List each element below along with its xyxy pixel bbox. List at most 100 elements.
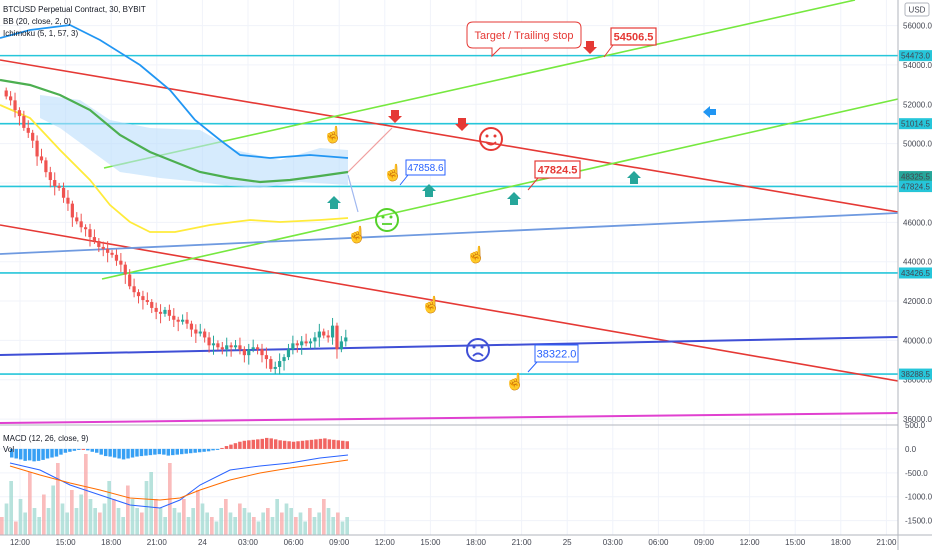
time-axis[interactable]: 12:00 15:00 18:00 21:00 24 03:00 06:00 09:00 12:… <box>10 538 897 547</box>
candle <box>198 323 202 337</box>
candle-body <box>313 337 317 342</box>
macd-histogram-bar <box>63 448 68 453</box>
macd-histogram-bar <box>23 448 27 461</box>
ichimoku-cloud <box>0 24 349 233</box>
vol-label[interactable]: Vol <box>3 445 14 454</box>
macd-histogram-bar <box>251 439 256 449</box>
candle <box>13 92 17 118</box>
macd-histogram-bar <box>18 448 23 460</box>
candle <box>66 190 70 211</box>
symbol-title[interactable]: BTCUSD Perpetual Contract, 30, BYBIT <box>3 5 146 14</box>
currency-button[interactable] <box>904 2 930 17</box>
candle-body <box>181 319 185 322</box>
candle <box>207 332 211 353</box>
candle <box>154 302 158 320</box>
target-callout[interactable]: Target / Trailing stop <box>466 21 582 58</box>
candle-body <box>264 355 269 360</box>
candle-body <box>211 343 216 346</box>
up-arrow-icon <box>627 171 641 184</box>
mid-price: 47858.6 <box>407 163 444 174</box>
volume-bar <box>205 512 209 535</box>
volume-bar <box>270 517 275 535</box>
volume-bar <box>135 508 139 535</box>
candle-body <box>13 100 17 111</box>
candle-body <box>339 341 343 350</box>
macd-histogram-bar <box>193 448 197 453</box>
candle-body <box>269 359 273 369</box>
candlestick-series <box>4 87 348 375</box>
candle-body <box>330 325 335 338</box>
candle <box>211 335 216 355</box>
candle <box>31 129 35 148</box>
mid-price-callout[interactable]: 47858.6 <box>399 159 446 186</box>
macd-histogram-bar <box>314 439 318 449</box>
candle-body <box>198 331 202 334</box>
low-price-callout[interactable]: 38322.0 <box>527 344 579 373</box>
macd-histogram-bar <box>162 448 166 455</box>
candle-body <box>75 217 79 222</box>
candle-body <box>220 347 224 350</box>
hand-pointer-icon: ☝ <box>347 225 367 244</box>
macd-histogram-bar <box>139 448 144 457</box>
candle <box>282 354 286 371</box>
left-arrow-icon <box>703 106 716 118</box>
macd-histogram-bar <box>99 448 103 455</box>
macd-histogram-bar <box>242 440 247 449</box>
volume-bar <box>280 512 284 535</box>
candle <box>17 107 22 126</box>
candle-body <box>344 337 348 342</box>
volume-bar <box>107 481 111 535</box>
macd-histogram-bar <box>197 448 202 453</box>
volume-bar <box>32 508 37 535</box>
volume-bar <box>140 512 144 535</box>
volume-bar <box>18 499 23 535</box>
macd-histogram-bar <box>291 441 296 449</box>
candle <box>304 333 308 347</box>
candle-body <box>225 345 229 350</box>
macd-histogram-bar <box>112 448 117 458</box>
candle-body <box>260 349 264 356</box>
macd-histogram-bar <box>153 448 157 455</box>
time-tick-label: 21:00 <box>147 538 168 547</box>
price-tick-label: 56000.0 <box>903 22 932 31</box>
candle-body <box>101 246 105 249</box>
candle-body <box>317 331 321 338</box>
candle-body <box>278 361 282 367</box>
price-level-tags: 54473.051014.548325.504:0547824.543426.5… <box>899 50 932 380</box>
candle-body <box>163 309 167 314</box>
volume-bar <box>79 494 83 535</box>
macd-line <box>9 454 349 509</box>
macd-histogram-bar <box>103 448 108 457</box>
price-level-tag: 38288.5 <box>899 368 932 380</box>
macd-histogram-bar <box>45 448 50 459</box>
bollinger-basis <box>0 78 349 184</box>
candle <box>326 330 330 343</box>
target-price-callout[interactable]: 54506.5 <box>603 27 657 58</box>
macd-histogram-bar <box>27 448 32 461</box>
candle <box>238 337 242 355</box>
ichimoku-indicator-label[interactable]: Ichimoku (5, 1, 57, 3) <box>3 29 78 38</box>
candle <box>26 120 30 138</box>
entry-price-callout[interactable]: 47824.5 <box>527 160 581 191</box>
candle <box>251 339 255 353</box>
macd-tick-label: -1500.0 <box>905 517 932 526</box>
volume-bar <box>252 517 256 535</box>
bb-indicator-label[interactable]: BB (20, close, 2, 0) <box>3 17 71 26</box>
volume-bar <box>65 512 69 535</box>
volume-bar <box>284 503 289 535</box>
drawing-markers: ☝ ☝ ☝ ☝ ☝ ☝ <box>323 41 716 391</box>
macd-histogram-bar <box>41 448 45 460</box>
macd-pane <box>0 437 349 535</box>
macd-histogram-bar <box>256 439 260 449</box>
candle-body <box>247 349 251 356</box>
macd-histogram-bar <box>72 448 77 451</box>
volume-bar <box>228 512 233 535</box>
macd-label[interactable]: MACD (12, 26, close, 9) <box>3 434 89 443</box>
volume-bar <box>46 508 51 535</box>
volume-bar <box>242 508 247 535</box>
macd-histogram-bar <box>332 439 336 449</box>
candle <box>97 238 101 253</box>
price-tick-label: 42000.0 <box>903 297 932 306</box>
down-arrow-icon <box>583 41 597 54</box>
